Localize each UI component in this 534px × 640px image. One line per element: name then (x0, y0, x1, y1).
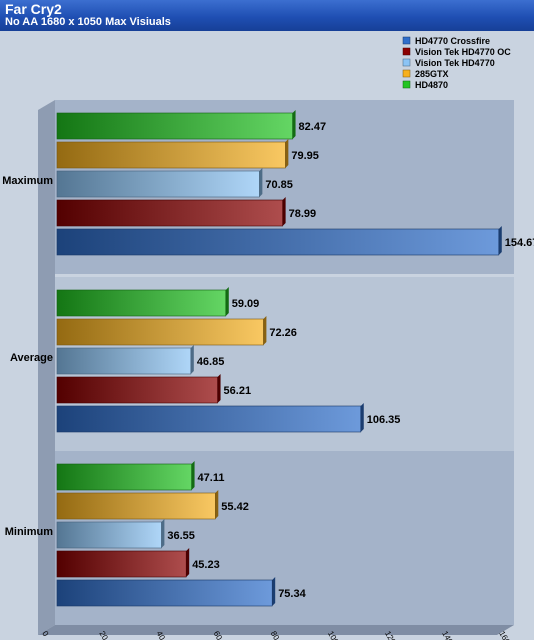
bar (56, 199, 283, 227)
bar-value-label: 154.67 (505, 237, 534, 249)
bar (56, 550, 187, 578)
legend-swatch (402, 58, 411, 67)
chart-title: Far Cry2 (5, 1, 62, 17)
bar-side (360, 403, 364, 432)
bar-group: 36.55 (56, 519, 195, 549)
bar-side (186, 548, 190, 577)
bar-group: 154.67 (56, 226, 534, 256)
bar-value-label: 75.34 (278, 588, 306, 600)
category-label: Average (10, 352, 53, 364)
legend-label: 285GTX (415, 69, 449, 79)
category-label: Maximum (2, 175, 53, 187)
bar-side (263, 316, 267, 345)
bar-group: 55.42 (56, 490, 249, 520)
bar-side (190, 345, 194, 374)
plot-left-wall (38, 100, 55, 635)
bar-group: 45.23 (56, 548, 220, 578)
bar-value-label: 72.26 (269, 327, 297, 339)
x-tick-label: 60 (212, 630, 225, 640)
x-tick-label: 160 (497, 630, 512, 640)
bar-side (225, 287, 229, 316)
bar-value-label: 79.95 (291, 150, 319, 162)
bar-side (215, 490, 219, 519)
bar-group: 75.34 (56, 577, 307, 607)
bar (56, 141, 286, 169)
bar (56, 228, 500, 256)
bar-group: 56.21 (56, 374, 252, 404)
x-tick-label: 20 (97, 630, 110, 640)
bar-group: 106.35 (56, 403, 401, 433)
x-tick-label: 120 (383, 630, 398, 640)
legend-swatch (402, 80, 411, 89)
bar-group: 47.11 (56, 461, 225, 491)
bar (56, 405, 362, 433)
bar-value-label: 106.35 (367, 414, 401, 426)
x-tick-label: 80 (269, 630, 282, 640)
legend-swatch (402, 47, 411, 56)
bar-value-label: 46.85 (197, 356, 225, 368)
bar (56, 463, 192, 491)
bar-value-label: 78.99 (289, 208, 317, 220)
legend-label: Vision Tek HD4770 OC (415, 47, 511, 57)
bar-value-label: 59.09 (232, 298, 260, 310)
bar (56, 112, 293, 140)
bar-side (285, 139, 289, 168)
x-tick-label: 40 (155, 630, 168, 640)
bar-group: 78.99 (56, 197, 317, 227)
bar-group: 70.85 (56, 168, 293, 198)
bar-value-label: 82.47 (299, 121, 327, 133)
legend-label: HD4870 (415, 80, 448, 90)
x-tick-label: 0 (40, 630, 50, 639)
chart-bars: 82.47 79.95 70.85 78.99 154.67 59.09 72.26 46.8… (56, 110, 534, 607)
bar-group: 82.47 (56, 110, 327, 140)
bar (56, 492, 216, 520)
bar-side (259, 168, 263, 197)
bar-side (272, 577, 276, 606)
x-tick-label: 100 (326, 630, 341, 640)
chart-header: Far Cry2 No AA 1680 x 1050 Max Visiuals (0, 0, 534, 31)
bar-value-label: 70.85 (265, 179, 293, 191)
bar-value-label: 56.21 (224, 385, 252, 397)
bar (56, 347, 192, 375)
bar-group: 59.09 (56, 287, 260, 317)
bar-value-label: 36.55 (167, 530, 195, 542)
bar (56, 521, 162, 549)
chart-subtitle: No AA 1680 x 1050 Max Visiuals (5, 16, 171, 28)
bar-value-label: 55.42 (221, 501, 249, 513)
bar-side (161, 519, 165, 548)
x-tick-label: 140 (440, 630, 455, 640)
category-label: Minimum (5, 526, 53, 538)
bar-group: 46.85 (56, 345, 225, 375)
bar (56, 170, 260, 198)
bar-value-label: 45.23 (192, 559, 220, 571)
bar (56, 318, 264, 346)
legend-label: Vision Tek HD4770 (415, 58, 495, 68)
legend-swatch (402, 36, 411, 45)
bar-group: 79.95 (56, 139, 319, 169)
bar (56, 376, 218, 404)
bar-side (282, 197, 286, 226)
bar-side (292, 110, 296, 139)
bar-side (217, 374, 221, 403)
bar-value-label: 47.11 (198, 472, 225, 484)
plot-floor (38, 625, 514, 635)
bar-side (191, 461, 195, 490)
bar-group: 72.26 (56, 316, 297, 346)
bar-side (498, 226, 502, 255)
bar (56, 289, 227, 317)
chart-axes: 0 20 40 60 80 100 120 140 160 Maximum Average Minim… (2, 175, 512, 640)
legend-label: HD4770 Crossfire (415, 36, 490, 46)
bar (56, 579, 273, 607)
legend-swatch (402, 69, 411, 78)
